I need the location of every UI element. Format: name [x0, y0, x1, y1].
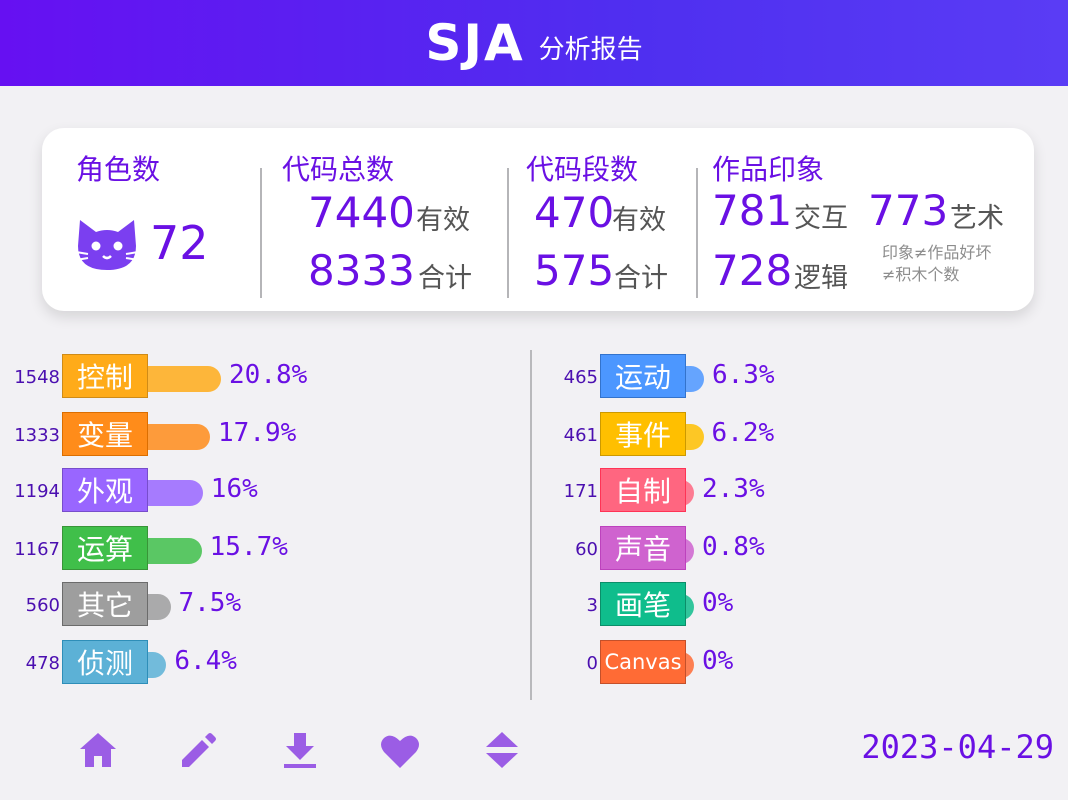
roles-count: 72 — [150, 216, 209, 270]
category-percent: 0% — [702, 588, 734, 618]
impression-art-label: 艺术 — [950, 203, 1004, 234]
category-percent: 2.3% — [702, 474, 765, 504]
code-segments-valid: 470 — [534, 188, 615, 237]
category-row: 3 画笔 0% — [0, 582, 1068, 628]
category-row: 1167 运算 15.7% — [0, 526, 1068, 572]
category-label: 自制 — [600, 468, 686, 512]
code-total-valid-label: 有效 — [416, 205, 470, 236]
category-count: 1167 — [14, 539, 60, 560]
code-total-total: 8333 — [308, 246, 415, 295]
category-row: 560 其它 7.5% — [0, 582, 1068, 628]
category-label: 运动 — [600, 354, 686, 398]
code-segments-total: 575 — [534, 246, 615, 295]
sort-icon[interactable] — [480, 728, 524, 772]
page-title: 分析报告 — [538, 34, 643, 65]
category-divider — [530, 350, 532, 700]
code-total-total-label: 合计 — [418, 263, 472, 294]
code-segments-title: 代码段数 — [526, 153, 639, 186]
download-icon[interactable] — [278, 728, 322, 772]
app-header: SJA 分析报告 — [0, 0, 1068, 86]
category-row: 1194 外观 16% — [0, 468, 1068, 514]
code-segments-valid-label: 有效 — [612, 205, 666, 236]
summary-divider — [696, 168, 698, 298]
category-label: 其它 — [62, 582, 148, 626]
category-label: 变量 — [62, 412, 148, 456]
category-row: 461 事件 6.2% — [0, 412, 1068, 458]
heart-icon[interactable] — [378, 728, 422, 772]
category-label: Canvas — [600, 640, 686, 684]
category-percent: 20.8% — [229, 360, 308, 390]
category-row: 1333 变量 17.9% — [0, 412, 1068, 458]
category-count: 1548 — [14, 367, 60, 388]
roles-title: 角色数 — [76, 153, 161, 186]
category-label: 外观 — [62, 468, 148, 512]
category-count: 478 — [25, 653, 60, 674]
impression-logic: 728 — [712, 246, 793, 295]
category-count: 465 — [563, 367, 598, 388]
category-percent: 7.5% — [178, 588, 242, 618]
category-row: 478 侦测 6.4% — [0, 640, 1068, 686]
code-total-valid: 7440 — [308, 188, 415, 237]
category-percent: 0.8% — [702, 532, 765, 562]
report-date: 2023-04-29 — [861, 728, 1054, 766]
category-label: 运算 — [62, 526, 148, 570]
category-percent: 6.2% — [711, 418, 775, 448]
impression-note-line2: ≠积木个数 — [882, 265, 960, 284]
category-percent: 6.4% — [174, 646, 237, 676]
app-logo: SJA — [425, 14, 525, 72]
category-count: 560 — [25, 595, 60, 616]
category-count: 171 — [563, 481, 598, 502]
category-percent: 17.9% — [218, 418, 297, 448]
code-segments-total-label: 合计 — [614, 263, 668, 294]
category-row: 465 运动 6.3% — [0, 354, 1068, 400]
category-count: 1333 — [14, 425, 60, 446]
category-row: 0 Canvas 0% — [0, 640, 1068, 686]
home-icon[interactable] — [76, 728, 120, 772]
category-count: 1194 — [14, 481, 60, 502]
category-count: 3 — [586, 595, 598, 616]
category-label: 画笔 — [600, 582, 686, 626]
cat-icon — [75, 220, 139, 270]
impression-logic-label: 逻辑 — [794, 263, 848, 294]
summary-divider — [260, 168, 262, 298]
impression-title: 作品印象 — [712, 153, 825, 186]
impression-note-line1: 印象≠作品好坏 — [882, 243, 992, 262]
category-label: 事件 — [600, 412, 686, 456]
category-row: 1548 控制 20.8% — [0, 354, 1068, 400]
impression-interaction: 781 — [712, 186, 793, 235]
impression-interaction-label: 交互 — [794, 203, 848, 234]
category-row: 60 声音 0.8% — [0, 526, 1068, 572]
summary-card: 角色数 72 代码总数 7440 有效 8333 合计 代码段数 470 有效 … — [42, 128, 1034, 311]
category-label: 侦测 — [62, 640, 148, 684]
category-row: 171 自制 2.3% — [0, 468, 1068, 514]
category-percent: 16% — [210, 474, 258, 504]
category-count: 0 — [586, 653, 598, 674]
category-label: 声音 — [600, 526, 686, 570]
category-percent: 0% — [702, 646, 734, 676]
code-total-title: 代码总数 — [282, 153, 395, 186]
category-count: 60 — [575, 539, 598, 560]
category-count: 461 — [563, 425, 598, 446]
edit-icon[interactable] — [176, 728, 220, 772]
impression-art: 773 — [868, 186, 949, 235]
summary-divider — [507, 168, 509, 298]
category-percent: 15.7% — [209, 532, 288, 562]
category-label: 控制 — [62, 354, 148, 398]
category-percent: 6.3% — [711, 360, 775, 390]
